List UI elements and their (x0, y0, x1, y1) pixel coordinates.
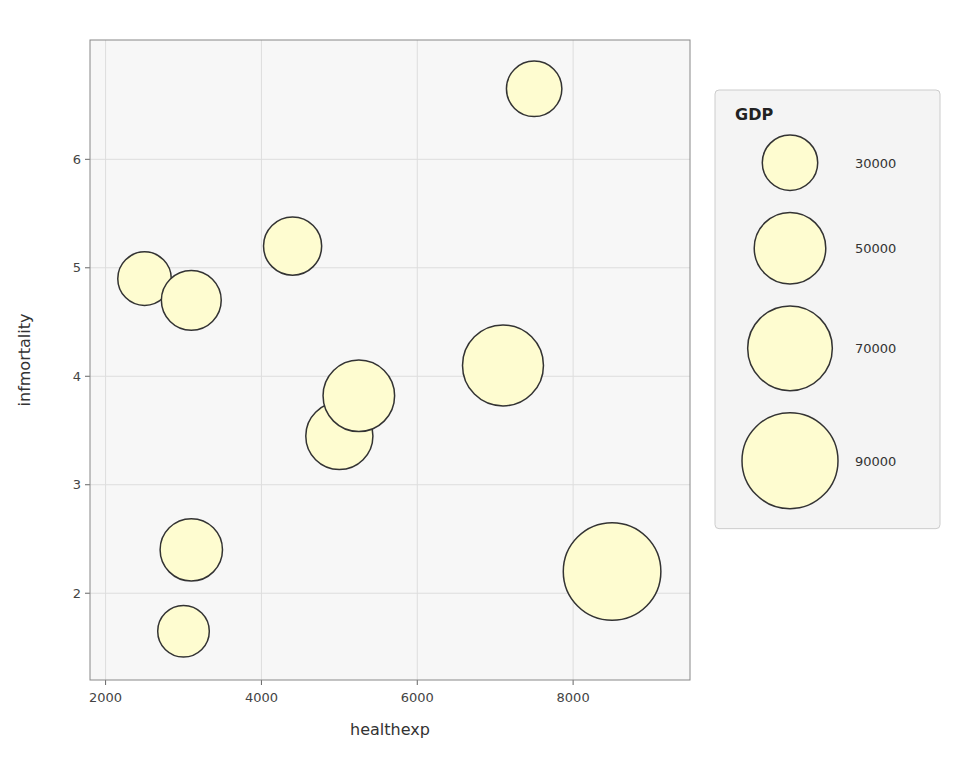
bubble (161, 270, 221, 330)
legend-label: 70000 (855, 341, 896, 356)
legend-title: GDP (735, 105, 773, 124)
bubble (506, 61, 561, 116)
y-tick (85, 267, 90, 268)
x-tick (573, 680, 574, 685)
y-tick-label: 3 (73, 477, 81, 492)
y-tick (85, 593, 90, 594)
legend-bubble (762, 135, 817, 190)
y-tick (85, 159, 90, 160)
x-grid-line (105, 40, 106, 680)
y-tick-label: 4 (73, 369, 81, 384)
grid (90, 40, 690, 680)
x-tick-label: 6000 (401, 690, 434, 705)
legend: GDP 30000 50000 70000 90000 (715, 90, 940, 529)
bubble (158, 605, 210, 657)
x-tick (105, 680, 106, 685)
plot-frame (90, 40, 690, 680)
x-axis-label: healthexp (350, 720, 430, 739)
x-tick-label: 4000 (245, 690, 278, 705)
x-tick (261, 680, 262, 685)
legend-bubble (742, 413, 838, 509)
chart: 2000 4000 6000 8000 2 3 4 5 6 healthexp infmortali… (0, 0, 960, 768)
bubble (463, 325, 544, 406)
x-tick-label: 2000 (89, 690, 122, 705)
x-tick-label: 8000 (557, 690, 590, 705)
legend-bubble (754, 212, 826, 284)
bubble (264, 217, 322, 275)
legend-label: 50000 (855, 241, 896, 256)
legend-box (715, 90, 940, 529)
legend-label: 30000 (855, 156, 896, 171)
y-tick-label: 6 (73, 152, 81, 167)
x-tick (417, 680, 418, 685)
x-grid-line (417, 40, 418, 680)
legend-bubble (748, 306, 833, 391)
y-tick (85, 376, 90, 377)
y-grid-line (90, 159, 690, 160)
y-tick (85, 484, 90, 485)
x-grid-line (261, 40, 262, 680)
y-tick-label: 5 (73, 260, 81, 275)
plot-area (90, 40, 690, 680)
legend-label: 90000 (855, 454, 896, 469)
y-grid-line (90, 484, 690, 485)
bubble (563, 523, 661, 621)
y-tick-label: 2 (73, 586, 81, 601)
bubble (323, 360, 395, 432)
bubbles (118, 61, 661, 657)
y-grid-line (90, 376, 690, 377)
y-grid-line (90, 267, 690, 268)
y-axis-label: infmortality (15, 314, 34, 407)
bubble (160, 519, 222, 581)
